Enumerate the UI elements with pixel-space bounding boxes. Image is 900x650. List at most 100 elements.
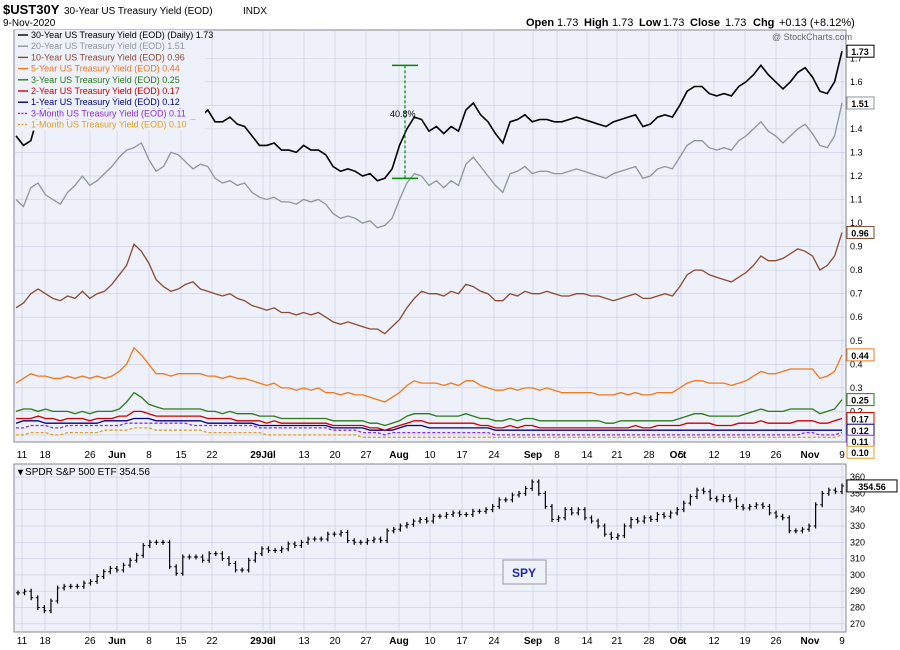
yield-y-tick-label: 1.7: [850, 53, 863, 63]
spy-series: [16, 479, 844, 614]
open-label: Open: [526, 17, 554, 29]
annotation-percent-label: 40.8%: [390, 109, 416, 119]
legend-bg: [15, 30, 205, 41]
x-tick-label: 28: [643, 450, 655, 461]
spy-legend: ▾ SPDR S&P 500 ETF 354.56: [17, 467, 150, 478]
yield-legend: 30-Year US Treasury Yield (EOD) (Daily) …: [15, 30, 213, 131]
x-tick-label: 18: [39, 450, 51, 461]
legend-entry-y20: 20-Year US Treasury Yield (EOD) 1.51: [31, 41, 185, 51]
series-line-y10: [15, 232, 843, 335]
x-tick-label: 15: [175, 636, 187, 647]
x-tick-label: 12: [708, 636, 720, 647]
yield-y-tick-label: 0.6: [850, 312, 863, 322]
x-tick-label: 11: [17, 450, 28, 461]
legend-bg: [15, 119, 205, 131]
spy-y-tick-label: 340: [850, 505, 865, 515]
legend-bg: [15, 97, 205, 109]
legend-bg: [15, 41, 205, 53]
legend-entry-y5: 5-Year US Treasury Yield (EOD) 0.44: [31, 64, 180, 74]
last-value-y30: 1.73: [851, 47, 869, 57]
x-tick-label: 8: [554, 636, 560, 647]
series-line-y20: [15, 102, 843, 229]
spy-y-tick-label: 310: [850, 554, 865, 564]
x-tick-label: 19: [739, 636, 751, 647]
x-tick-label: 8: [146, 450, 152, 461]
x-tick-label: Oct: [670, 636, 687, 647]
x-tick-label: 29Jul: [250, 636, 276, 647]
x-tick-label: 10: [424, 636, 436, 647]
legend-bg: [15, 52, 205, 64]
x-tick-label: Jun: [108, 450, 126, 461]
x-tick-label: Sep: [524, 450, 542, 461]
x-tick-label: 9: [839, 636, 845, 647]
spy-y-tick-label: 300: [850, 570, 865, 580]
high-label: High: [584, 17, 609, 29]
x-tick-label: 18: [39, 636, 51, 647]
yield-y-tick-label: 1.4: [850, 124, 863, 134]
spy-box: SPY: [502, 559, 547, 585]
spy-box-label: SPY: [512, 566, 536, 580]
x-tick-label: 8: [146, 636, 152, 647]
x-tick-label: 22: [206, 450, 218, 461]
x-tick-label: 20: [329, 450, 341, 461]
x-tick-label: Aug: [389, 450, 408, 461]
legend-bg: [15, 63, 205, 75]
legend-entry-y30: 30-Year US Treasury Yield (EOD) (Daily) …: [31, 30, 213, 40]
last-value-m1: 0.10: [851, 448, 869, 458]
x-tick-label: 21: [611, 636, 623, 647]
spy-last-box: [846, 479, 898, 493]
x-tick-label: 27: [360, 636, 372, 647]
x-tick-label: 11: [17, 636, 28, 647]
yield-series: [15, 51, 843, 438]
yield-y-tick-label: 1.2: [850, 171, 863, 181]
legend-entry-y3: 3-Year US Treasury Yield (EOD) 0.25: [31, 75, 180, 85]
yield-last-value-labels: 1.73 1.51 0.96 0.44 0.25 0.17 0.120.110.10: [846, 44, 875, 459]
yield-y-tick-label: 1.0: [850, 218, 863, 228]
chg-value: +0.13 (+8.12%): [779, 17, 855, 29]
chart-exchange: INDX: [243, 6, 267, 17]
close-value: 1.73: [725, 17, 746, 29]
yield-y-tick-label: 0.7: [850, 289, 863, 299]
yield-y-tick-label: 1.3: [850, 147, 863, 157]
x-tick-label: 6: [267, 636, 273, 647]
series-line-m1: [16, 427, 843, 438]
watermark: @ StockCharts.com: [772, 32, 852, 42]
x-tick-label: 27: [360, 450, 372, 461]
chg-label: Chg: [753, 17, 774, 29]
last-value-y1: 0.12: [851, 426, 869, 436]
x-tick-label: 24: [488, 450, 500, 461]
series-line-y1: [15, 417, 842, 431]
spy-y-tick-label: 290: [850, 586, 865, 596]
yield-y-axis: 0.10.20.30.40.50.60.70.80.91.01.11.21.31…: [850, 53, 863, 440]
series-line-m3: [16, 422, 843, 436]
yield-y-tick-label: 0.2: [850, 406, 863, 416]
last-value-y5: 0.44: [851, 351, 869, 361]
series-line-y2: [16, 410, 843, 431]
legend-entry-y2: 2-Year US Treasury Yield (EOD) 0.17: [31, 86, 180, 96]
x-tick-label: 17: [456, 636, 468, 647]
x-tick-label: 13: [298, 636, 310, 647]
legend-entry-m1: 1-Month US Treasury Yield (EOD) 0.10: [31, 120, 187, 130]
x-tick-label: Nov: [801, 636, 820, 647]
x-tick-label: 8: [554, 450, 560, 461]
x-tick-label: Nov: [801, 450, 820, 461]
last-value-y2: 0.17: [851, 414, 869, 424]
last-value-box-y3: [846, 393, 875, 407]
x-tick-label: 28: [643, 636, 655, 647]
x-tick-label: Oct: [670, 450, 687, 461]
x-tick-label: 14: [581, 450, 593, 461]
x-tick-label: Jun: [108, 636, 126, 647]
legend-entry-y10: 10-Year US Treasury Yield (EOD) 0.96: [31, 52, 185, 62]
spy-last-value: 354.56: [858, 482, 886, 492]
open-value: 1.73: [557, 17, 578, 29]
last-value-y20: 1.51: [851, 99, 869, 109]
yield-y-tick-label: 1.6: [850, 77, 863, 87]
spy-y-tick-label: 360: [850, 472, 865, 482]
last-value-m3: 0.11: [851, 437, 868, 447]
legend-bg: [15, 86, 205, 97]
x-tick-label: 29Jul: [250, 450, 276, 461]
spy-y-tick-label: 350: [850, 488, 865, 498]
legend-entry-m3: 3-Month US Treasury Yield (EOD) 0.11: [31, 108, 186, 118]
